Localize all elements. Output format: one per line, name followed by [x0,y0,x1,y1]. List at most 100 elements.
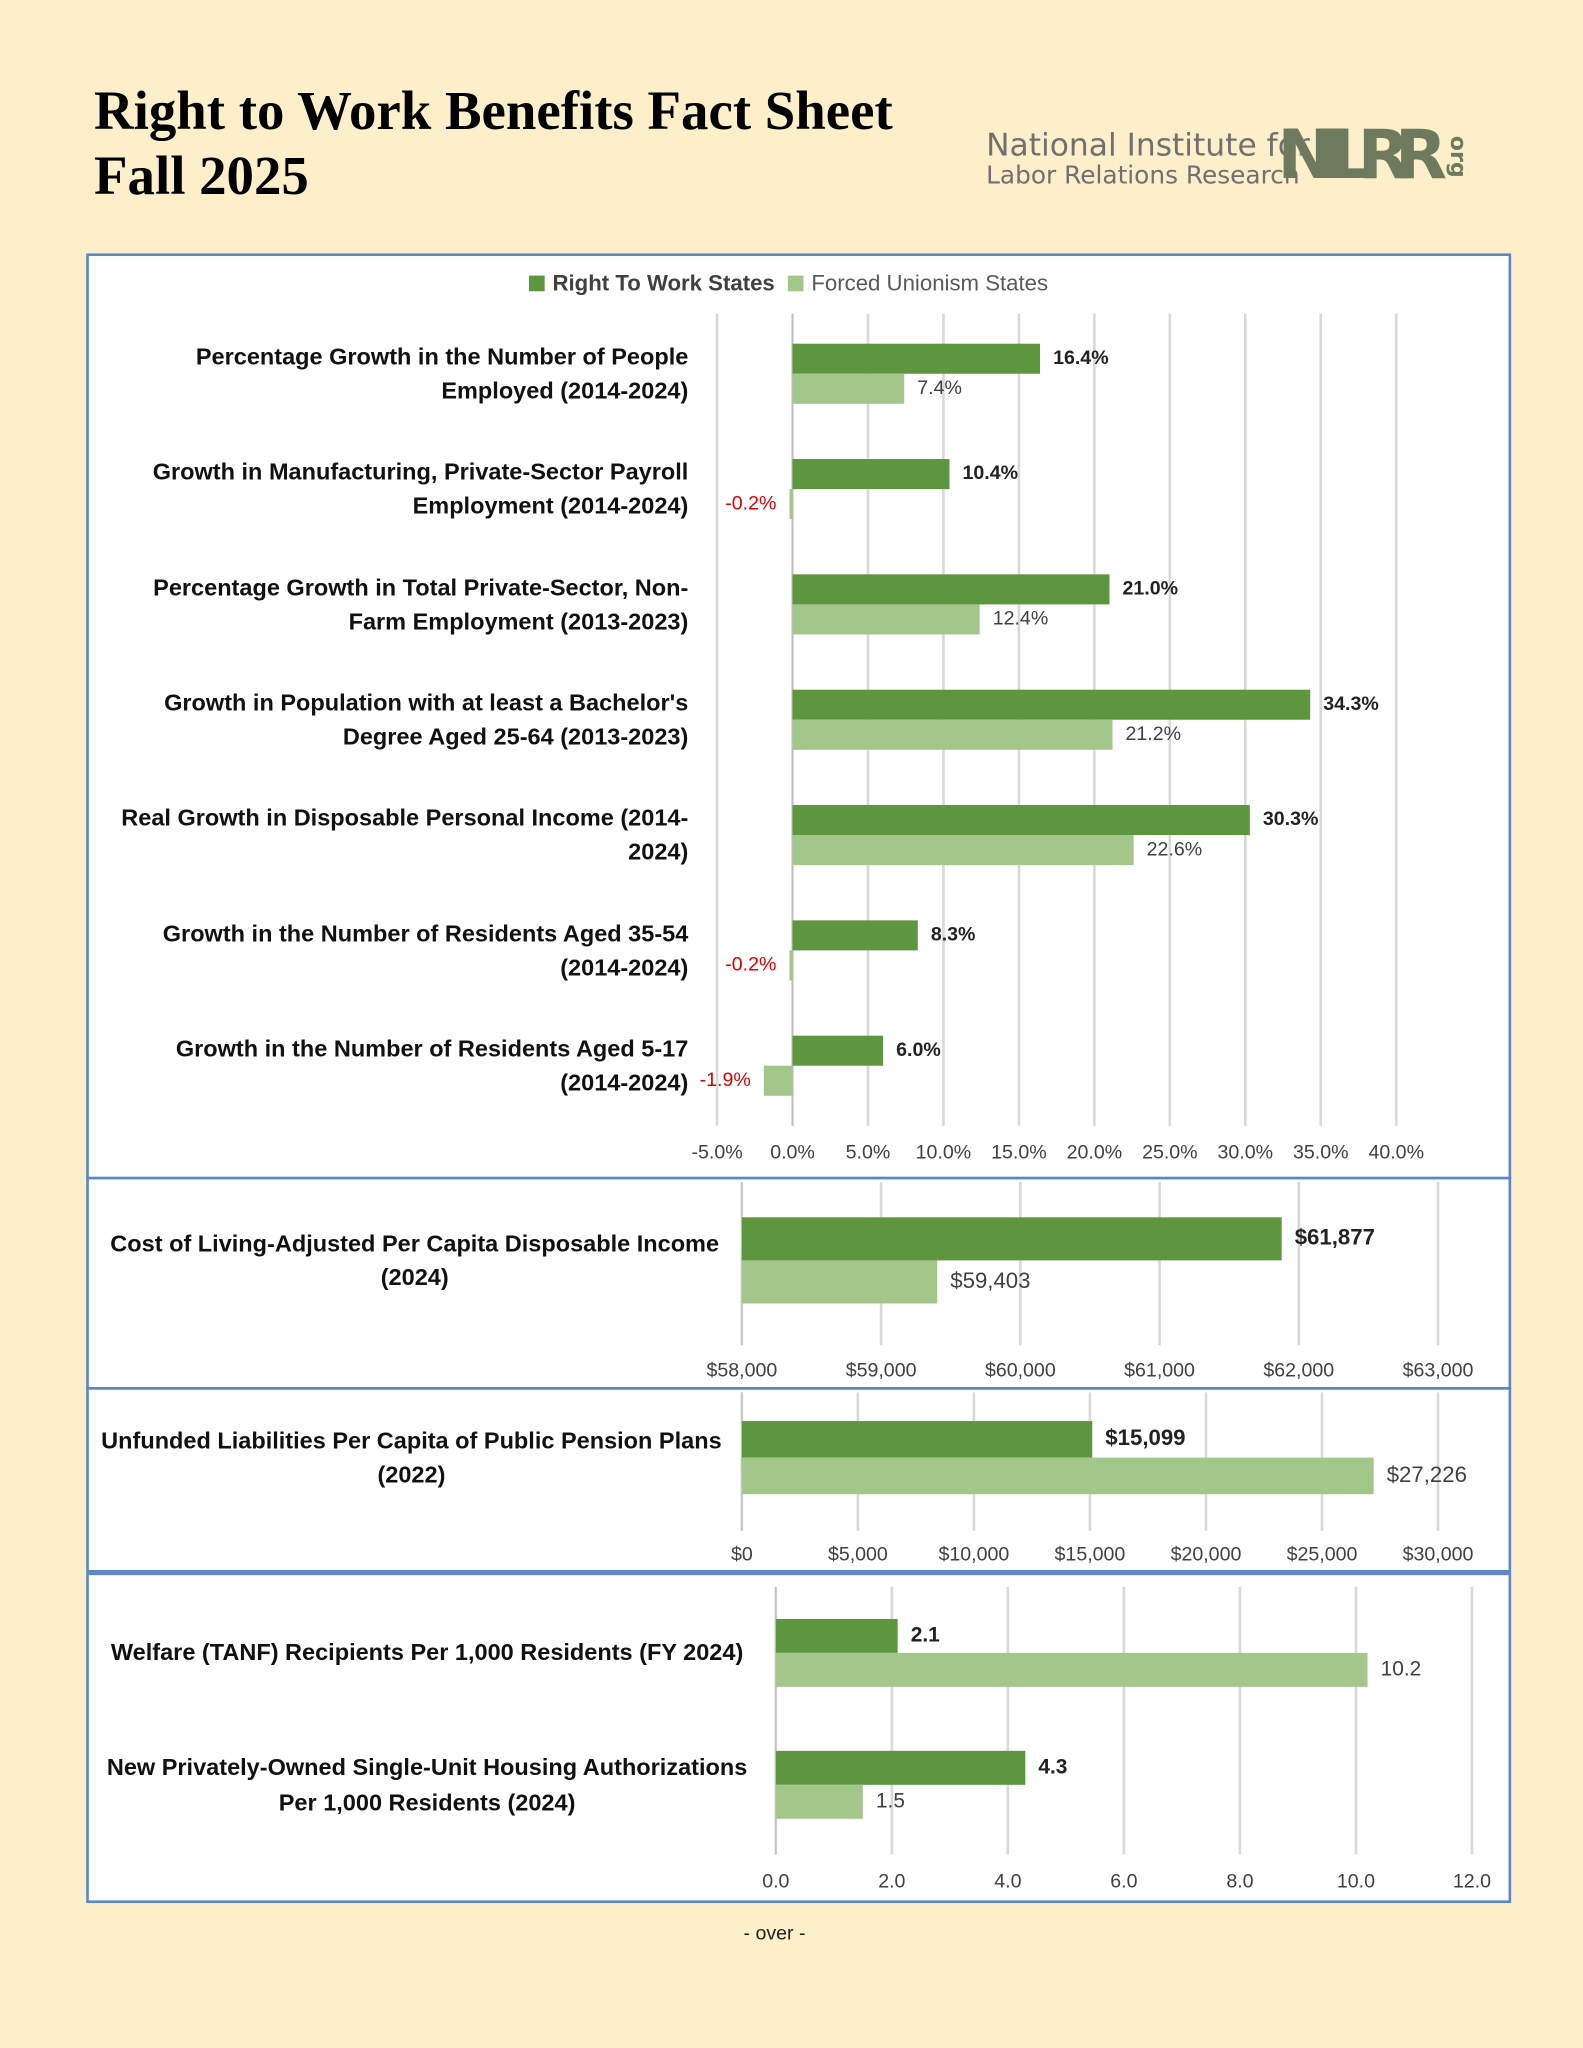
title: Right to Work Benefits Fact Sheet [94,80,893,141]
x-tick-label: 0.0 [762,1870,789,1892]
x-tick-label: 10.0 [1337,1870,1375,1892]
x-tick-label: $63,000 [1403,1360,1474,1382]
category-label-box: Growth in Population with at least a Bac… [104,667,688,771]
data-label: 2.1 [911,1623,940,1646]
bar [792,343,1041,374]
subtitle: Fall 2025 [94,145,309,206]
data-label: -0.2% [725,954,776,976]
category-text: Growth in Manufacturing, Private-Sector … [152,458,689,520]
x-tick-label: 12.0 [1453,1870,1491,1892]
x-tick-label: $0 [731,1544,753,1566]
category-label: New Privately-Owned Single-Unit Housing … [94,1733,760,1837]
category-label: Cost of Living-Adjusted Per Capita Dispo… [98,1208,731,1312]
legend-label: Right To Work States [552,271,774,296]
x-tick-label: $5,000 [828,1544,888,1566]
category-label: Percentage Growth in the Number of Peopl… [104,321,688,425]
data-label: 12.4% [993,608,1049,630]
legend-swatch [787,275,804,292]
bar [792,1035,884,1066]
data-label: 16.4% [1053,347,1109,369]
data-label: 6.0% [896,1039,941,1061]
data-label: 10.2 [1381,1657,1422,1680]
bar [792,604,980,635]
logo-line: Labor Relations Research [986,160,1300,189]
bar [789,950,793,981]
category-label-box: Percentage Growth in Total Private-Secto… [104,552,688,656]
bar [741,1217,1282,1261]
bar [775,1652,1368,1687]
x-tick-label: $62,000 [1263,1360,1334,1382]
category-text: Percentage Growth in the Number of Peopl… [195,343,689,404]
category-label: Percentage Growth in Total Private-Secto… [104,552,688,656]
category-label-box: Growth in Manufacturing, Private-Sector … [104,437,689,541]
category-label: Growth in the Number of Residents Aged 5… [104,1013,689,1117]
data-label: 30.3% [1263,808,1319,830]
x-tick-label: 10.0% [916,1141,972,1163]
category-label-box: Percentage Growth in the Number of Peopl… [104,321,688,425]
x-tick-label: $15,000 [1055,1544,1126,1566]
x-tick-label: 4.0 [994,1870,1021,1892]
category-label-box: Growth in the Number of Residents Aged 3… [104,898,689,1002]
data-label: -1.9% [700,1069,751,1091]
legend-swatch [528,275,545,292]
x-tick-label: $25,000 [1287,1544,1358,1566]
category-label: Growth in Population with at least a Bac… [104,667,688,771]
category-text: Welfare (TANF) Recipients Per 1,000 Resi… [110,1639,744,1666]
category-label: Real Growth in Disposable Personal Incom… [104,783,688,887]
category-label: Unfunded Liabilities Per Capita of Publi… [91,1405,731,1509]
x-tick-label: -5.0% [691,1141,742,1163]
category-text: Cost of Living-Adjusted Per Capita Dispo… [110,1230,720,1291]
bar [792,835,1134,866]
logo-line: National Institute for [986,127,1310,163]
x-tick-label: $58,000 [706,1360,777,1382]
category-text: Growth in the Number of Residents Aged 5… [175,1035,689,1096]
bar [792,805,1250,836]
x-tick-label: 35.0% [1293,1141,1349,1163]
logo-suffix: org [1445,136,1471,178]
data-label: $61,877 [1295,1225,1375,1250]
data-label: -0.2% [725,492,776,514]
data-label: 34.3% [1323,693,1379,715]
legend-label: Forced Unionism States [811,271,1048,296]
category-label: Growth in Manufacturing, Private-Sector … [104,437,689,541]
x-tick-label: $59,000 [846,1360,917,1382]
bar [775,1618,898,1653]
category-text: Growth in the Number of Residents Aged 3… [162,920,689,981]
data-label: 10.4% [963,462,1019,484]
category-label-box: Growth in the Number of Residents Aged 5… [104,1013,689,1117]
category-label: Welfare (TANF) Recipients Per 1,000 Resi… [94,1601,760,1705]
bar [741,1260,938,1304]
category-label-box: Real Growth in Disposable Personal Incom… [104,783,688,887]
category-text: Real Growth in Disposable Personal Incom… [121,804,689,866]
bar [775,1750,1026,1785]
bar [792,373,905,404]
x-tick-label: 15.0% [991,1141,1047,1163]
bar [741,1421,1093,1458]
bar [741,1457,1374,1495]
bar [789,489,793,520]
data-label: $59,403 [950,1268,1030,1293]
data-label: 21.2% [1126,723,1182,745]
x-tick-label: 2.0 [878,1870,905,1892]
bar [775,1784,863,1819]
category-label-box: Unfunded Liabilities Per Capita of Publi… [91,1405,731,1509]
data-label: 21.0% [1123,578,1179,600]
category-label-box: Cost of Living-Adjusted Per Capita Dispo… [98,1208,731,1312]
bar [792,920,918,951]
x-tick-label: 40.0% [1368,1141,1424,1163]
category-label: Growth in the Number of Residents Aged 3… [104,898,689,1002]
bar [792,574,1110,605]
bar [763,1065,793,1096]
x-tick-label: 20.0% [1067,1141,1123,1163]
logo-mark: NILRR [1277,116,1447,195]
data-label: $15,099 [1105,1425,1185,1450]
category-text: New Privately-Owned Single-Unit Housing … [106,1754,748,1815]
bar [792,689,1311,720]
x-tick-label: 6.0 [1110,1870,1137,1892]
data-label: 4.3 [1038,1755,1067,1778]
data-label: 1.5 [876,1789,905,1812]
x-tick-label: $10,000 [939,1544,1010,1566]
x-tick-label: $30,000 [1403,1544,1474,1566]
x-tick-label: $60,000 [985,1360,1056,1382]
